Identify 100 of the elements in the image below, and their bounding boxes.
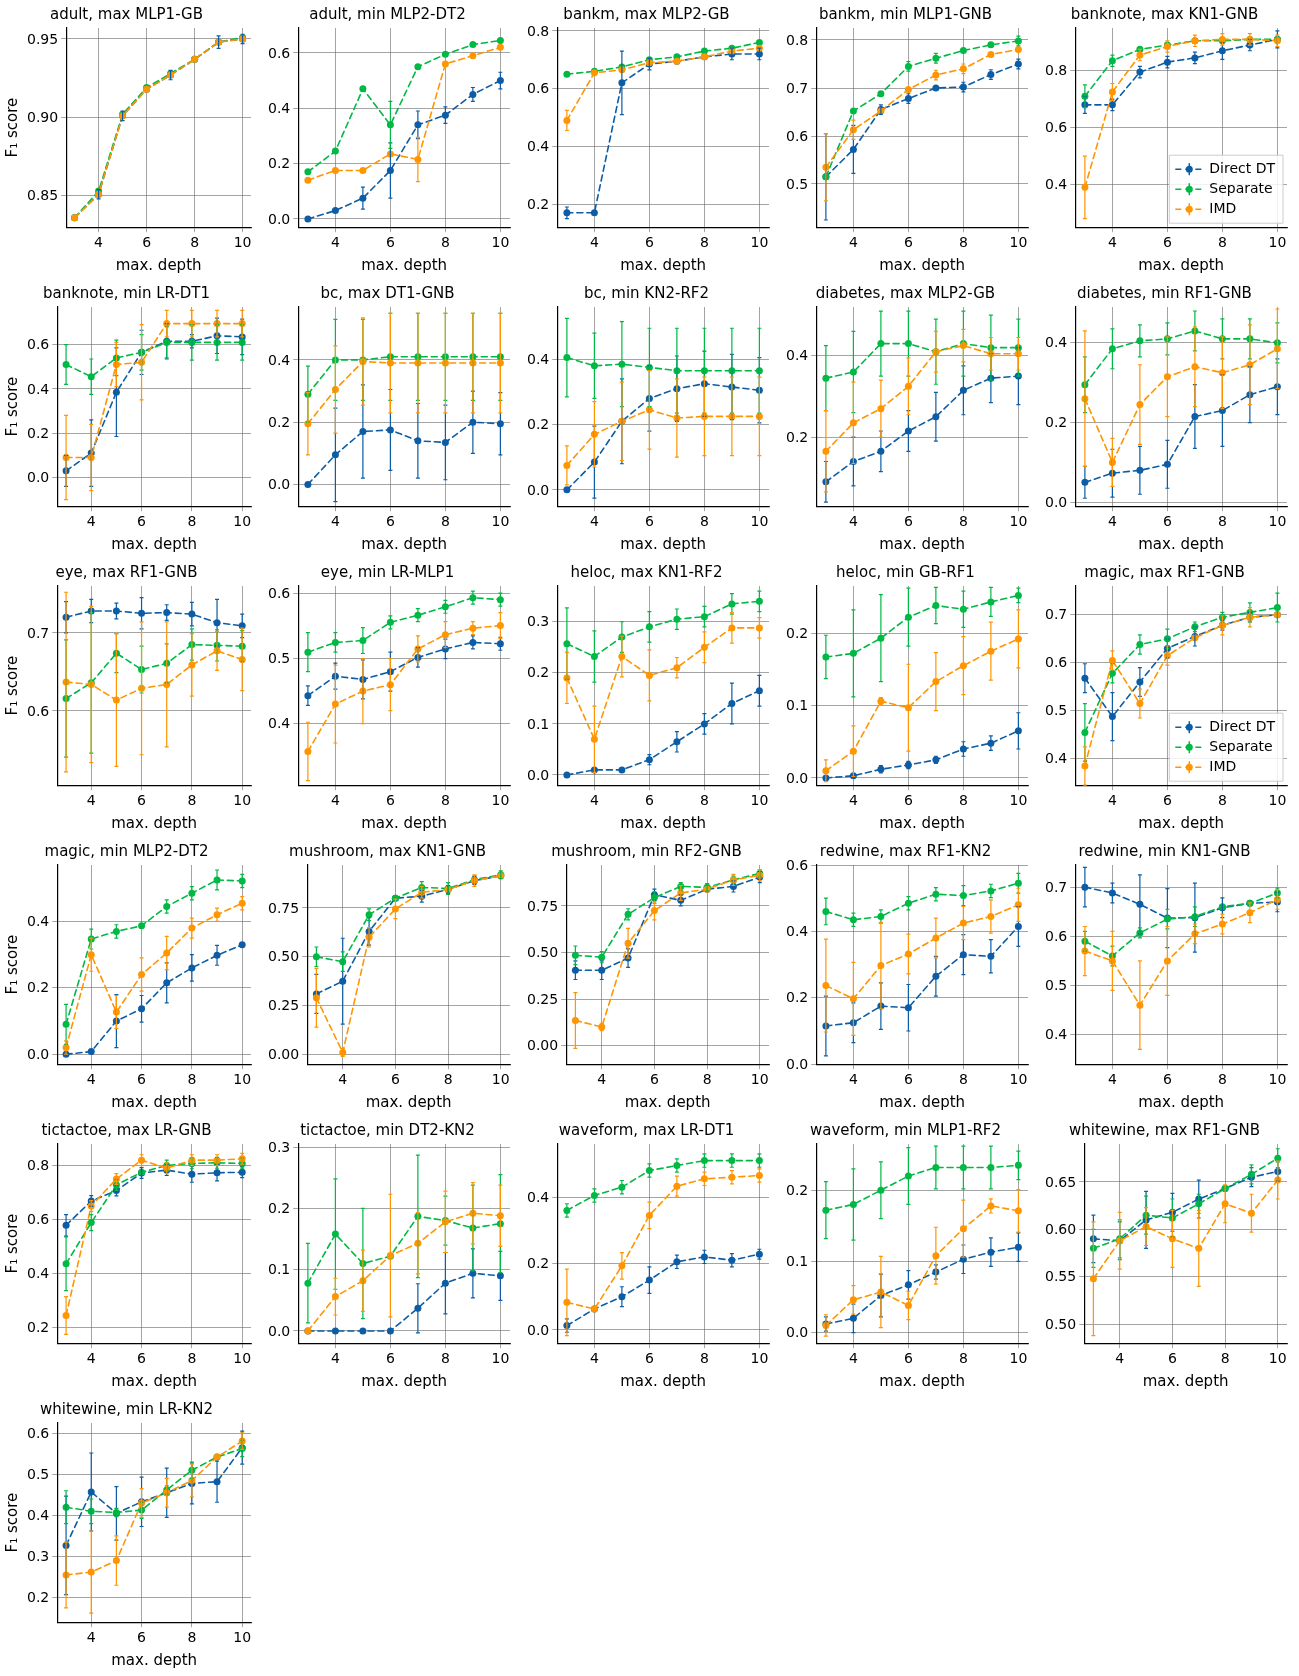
x-axis-title: max. depth [111,813,198,832]
x-axis-title: max. depth [1138,813,1225,832]
x-tick-label: 8 [958,513,968,530]
chart-title: bankm, max MLP2-GB [563,4,730,23]
x-tick-label: 6 [1162,234,1172,251]
x-tick-label: 6 [644,1350,654,1367]
x-tick-label: 6 [385,513,395,530]
x-tick-label: 4 [86,513,96,530]
chart-title: heloc, min GB-RF1 [836,562,975,581]
x-tick-label: 10 [233,1629,252,1646]
x-tick-label: 8 [699,234,709,251]
y-tick-label: 0.5 [268,650,291,667]
y-tick-label: 0.50 [527,944,559,961]
y-tick-label: 0.6 [1045,927,1068,944]
x-tick-label: 4 [86,1350,96,1367]
y-tick-label: 0.2 [27,424,50,441]
y-axis-title: F₁ score [2,376,21,437]
y-tick-label: 0.4 [786,923,809,940]
x-axis-title: max. depth [111,1371,198,1390]
chart-title: eye, max RF1-GNB [55,562,198,581]
chart-title: heloc, max KN1-RF2 [570,562,723,581]
y-tick-label: 0.1 [786,697,809,714]
y-tick-label: 0.3 [527,613,550,630]
chart-title: banknote, max KN1-GNB [1070,4,1259,23]
x-tick-label: 10 [1268,1071,1287,1088]
x-tick-label: 4 [86,1071,96,1088]
y-tick-label: 0.4 [268,351,291,368]
x-tick-label: 10 [750,1071,769,1088]
x-tick-label: 8 [187,513,197,530]
y-tick-label: 0.6 [1045,119,1068,136]
x-tick-label: 8 [1217,234,1227,251]
x-tick-label: 10 [1268,234,1287,251]
y-tick-label: 0.4 [1045,334,1068,351]
chart-title: banknote, min LR-DT1 [42,283,211,302]
x-tick-label: 4 [330,1350,340,1367]
y-tick-label: 0.1 [268,1261,291,1278]
y-tick-label: 0.00 [268,1046,300,1063]
x-tick-label: 8 [699,1350,709,1367]
y-tick-label: 0.50 [268,948,300,965]
x-tick-label: 4 [330,513,340,530]
x-tick-label: 6 [137,1629,147,1646]
chart-title: magic, max RF1-GNB [1084,562,1245,581]
y-tick-label: 0.0 [786,1324,809,1341]
x-tick-label: 8 [187,1071,197,1088]
x-axis-title: max. depth [620,255,707,274]
x-axis-title: max. depth [879,534,966,553]
x-tick-label: 10 [1268,513,1287,530]
x-axis-title: max. depth [879,1092,966,1111]
x-tick-label: 6 [903,1350,913,1367]
x-tick-label: 6 [1162,513,1172,530]
y-tick-label: 0.6 [27,336,50,353]
x-tick-label: 10 [750,792,769,809]
x-tick-label: 6 [903,513,913,530]
chart-title: mushroom, max KN1-GNB [289,841,486,860]
x-tick-label: 4 [1107,792,1117,809]
x-tick-label: 6 [137,1350,147,1367]
x-tick-label: 10 [233,792,252,809]
chart-title: magic, min MLP2-DT2 [44,841,209,860]
y-tick-label: 0.2 [527,416,550,433]
x-axis-title: max. depth [361,534,448,553]
x-tick-label: 10 [750,1350,769,1367]
y-tick-label: 0.2 [786,1181,809,1198]
legend-label: IMD [1209,757,1237,774]
x-tick-label: 10 [491,513,510,530]
x-axis-title: max. depth [361,255,448,274]
x-tick-label: 10 [491,1350,510,1367]
x-tick-label: 10 [491,1071,510,1088]
y-tick-label: 0.0 [27,1045,50,1062]
x-tick-label: 4 [589,792,599,809]
x-tick-label: 8 [1217,1071,1227,1088]
x-tick-label: 4 [86,1629,96,1646]
x-tick-label: 6 [644,513,654,530]
y-tick-label: 0.65 [1045,1173,1077,1190]
y-tick-label: 0.85 [27,187,59,204]
x-tick-label: 8 [699,792,709,809]
x-tick-label: 10 [750,513,769,530]
x-axis-title: max. depth [111,534,198,553]
y-tick-label: 0.6 [268,585,291,602]
x-axis-title: max. depth [879,813,966,832]
x-tick-label: 8 [702,1071,712,1088]
y-tick-label: 0.2 [268,155,291,172]
y-tick-label: 0.6 [527,80,550,97]
x-tick-label: 8 [958,1350,968,1367]
y-tick-label: 0.2 [527,1255,550,1272]
x-axis-title: max. depth [365,1092,452,1111]
x-tick-label: 4 [1115,1350,1125,1367]
y-tick-label: 0.4 [527,1188,550,1205]
x-tick-label: 6 [1162,1071,1172,1088]
y-tick-label: 0.7 [1045,606,1068,623]
x-tick-label: 4 [1107,1071,1117,1088]
y-tick-label: 0.2 [1045,414,1068,431]
x-tick-label: 4 [330,234,340,251]
y-tick-label: 0.1 [527,715,550,732]
y-tick-label: 0.5 [1045,702,1068,719]
chart-title: bc, min KN2-RF2 [584,283,709,302]
x-tick-label: 8 [699,513,709,530]
y-tick-label: 0.8 [27,1157,50,1174]
x-tick-label: 6 [390,1071,400,1088]
x-tick-label: 4 [848,513,858,530]
x-axis-title: max. depth [111,1092,198,1111]
